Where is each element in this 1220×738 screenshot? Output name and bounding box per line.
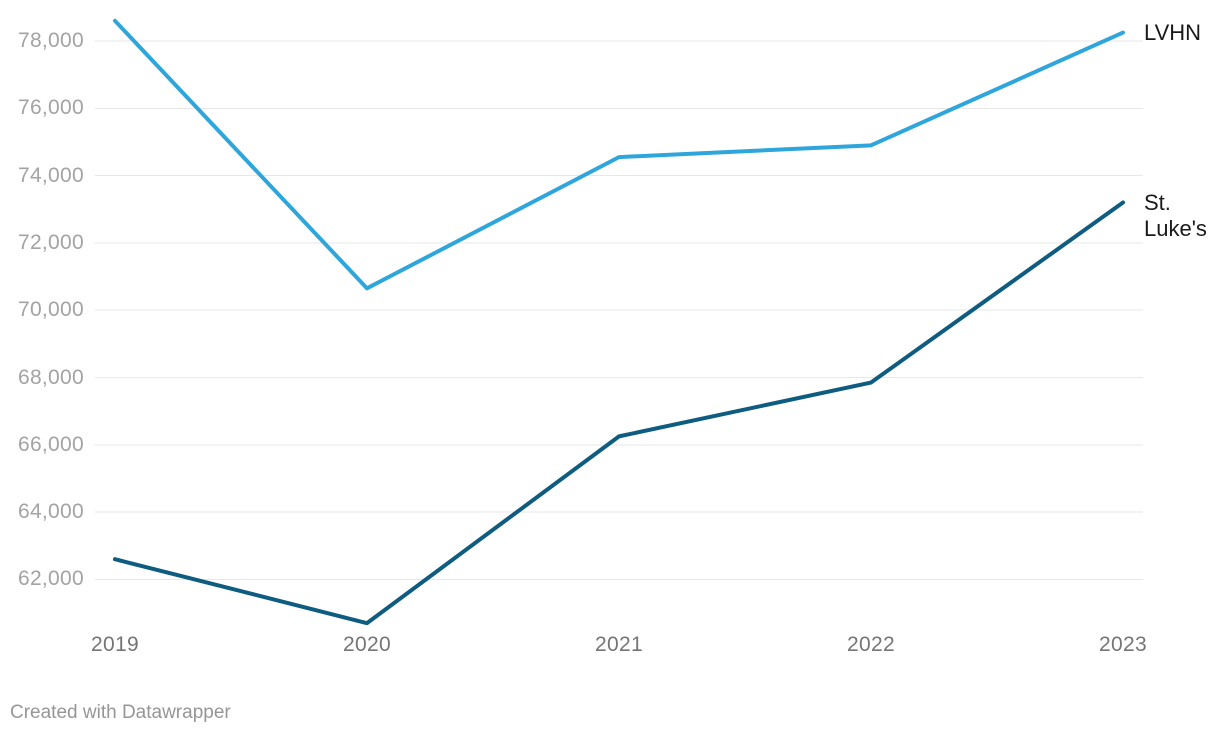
series-line-lvhn [113, 18, 1125, 291]
x-axis-tick-label: 2021 [595, 633, 643, 656]
x-axis-tick-label: 2019 [91, 633, 139, 656]
y-axis-tick-label: 76,000 [17, 96, 84, 120]
x-axis-tick-label: 2022 [847, 633, 895, 656]
y-axis-tick-label: 70,000 [17, 298, 84, 322]
series-label-st-lukes: St. Luke's [1144, 189, 1207, 241]
y-axis-tick-label: 62,000 [17, 567, 84, 591]
series-label-lvhn: LVHN [1144, 19, 1202, 45]
x-axis-tick-label: 2023 [1099, 633, 1147, 656]
series-line-st-luke-s [113, 200, 1125, 626]
y-axis-tick-label: 74,000 [17, 163, 84, 187]
y-axis-tick-label: 64,000 [17, 500, 84, 524]
y-axis-tick-label: 72,000 [17, 230, 84, 254]
x-axis-tick-label: 2020 [343, 633, 391, 656]
attribution-text: Created with Datawrapper [10, 702, 231, 723]
y-axis-tick-label: 68,000 [17, 365, 84, 389]
y-axis-tick-label: 78,000 [17, 29, 84, 52]
y-axis-tick-label: 66,000 [17, 432, 84, 456]
